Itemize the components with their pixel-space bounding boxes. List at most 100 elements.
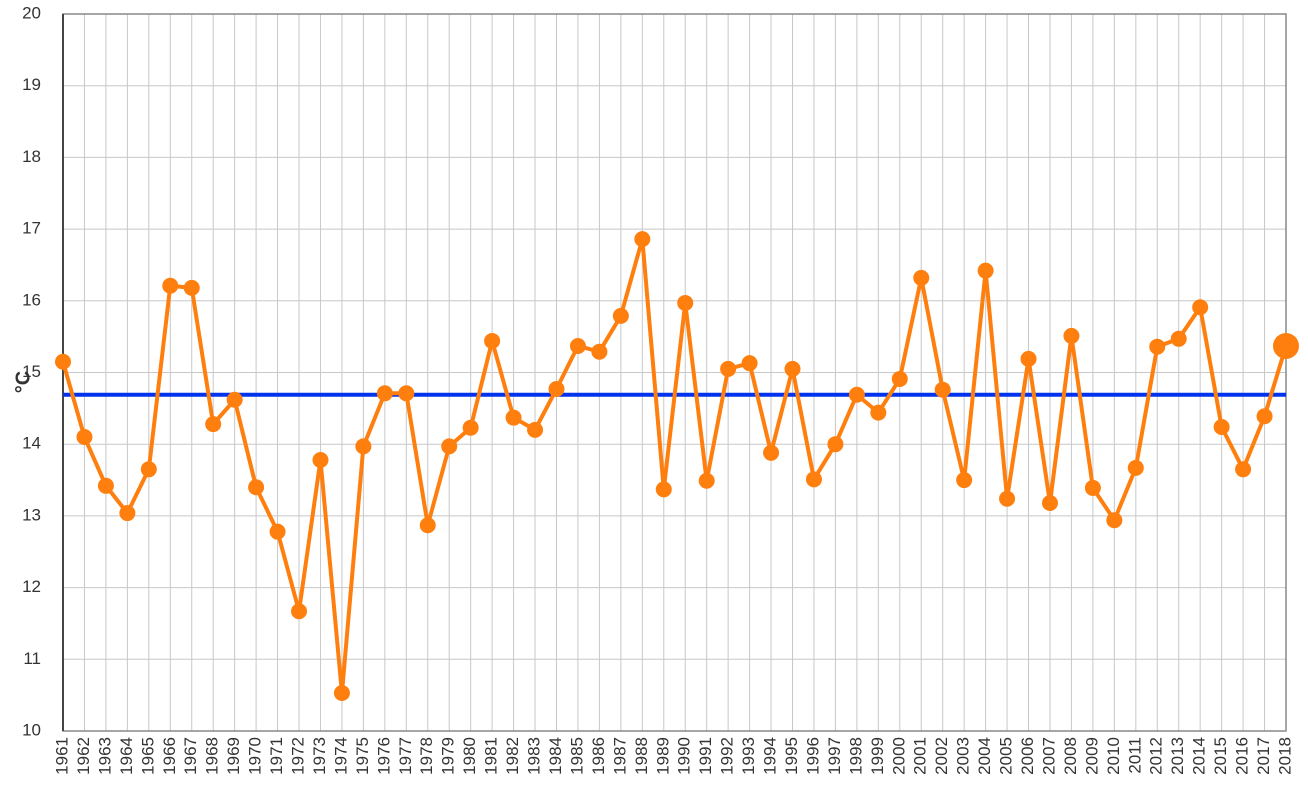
data-point [569, 337, 586, 354]
series-line [61, 237, 1288, 695]
data-point [1213, 418, 1230, 435]
x-tick-label: 2008 [1061, 737, 1080, 775]
data-point [634, 231, 651, 248]
x-tick-label: 1981 [482, 737, 501, 775]
data-point [419, 517, 436, 534]
data-point [827, 436, 844, 453]
x-tick-label: 2004 [975, 737, 994, 775]
x-tick-label: 2013 [1168, 737, 1187, 775]
x-tick-label: 2009 [1082, 737, 1101, 775]
x-tick-label: 2011 [1125, 737, 1144, 774]
x-tick-label: 1968 [203, 737, 222, 775]
x-tick-label: 1977 [396, 737, 415, 775]
x-tick-label: 1996 [803, 737, 822, 775]
x-tick-label: 2002 [932, 737, 951, 775]
data-point [527, 421, 544, 438]
y-tick-label: 16 [22, 290, 41, 309]
data-point [1235, 461, 1252, 478]
data-point [1273, 332, 1299, 359]
x-tick-label: 1999 [868, 737, 887, 775]
data-point [763, 444, 780, 461]
x-tick-label: 1991 [696, 737, 715, 775]
data-point [1149, 338, 1166, 355]
data-point [1084, 479, 1101, 496]
data-point [441, 438, 458, 455]
x-tick-label: 1972 [289, 737, 308, 775]
x-tick-label: 1963 [95, 737, 114, 775]
x-tick-label: 2010 [1104, 737, 1123, 775]
data-point [248, 479, 265, 496]
data-point [76, 429, 93, 446]
x-tick-label: 1974 [331, 737, 350, 775]
y-tick-label: 13 [22, 505, 41, 524]
data-point [505, 409, 522, 426]
x-tick-label: 2018 [1275, 737, 1294, 775]
x-tick-label: 1985 [567, 737, 586, 775]
x-tick-label: 1984 [546, 737, 565, 775]
x-tick-label: 2005 [997, 737, 1016, 775]
data-point [355, 438, 372, 455]
x-tick-label: 2015 [1211, 737, 1230, 775]
data-point [870, 404, 887, 421]
data-point [698, 472, 715, 489]
data-point [226, 391, 243, 408]
x-tick-label: 1980 [460, 737, 479, 775]
data-point [784, 360, 801, 377]
x-tick-label: 1983 [525, 737, 544, 775]
data-point [848, 386, 865, 403]
data-point [312, 451, 329, 468]
data-point [999, 490, 1016, 507]
x-tick-label: 1986 [589, 737, 608, 775]
data-point [677, 294, 694, 311]
data-point [1020, 350, 1037, 367]
x-tick-label: 1969 [224, 737, 243, 775]
x-tick-label: 2014 [1190, 737, 1209, 775]
data-point [269, 523, 286, 540]
x-tick-label: 1975 [353, 737, 372, 775]
data-point [548, 380, 565, 397]
x-tick-label: 1982 [503, 737, 522, 775]
data-point [655, 481, 672, 498]
x-tick-label: 2003 [954, 737, 973, 775]
y-tick-label: 17 [22, 219, 41, 238]
x-tick-label: 1971 [267, 737, 286, 775]
data-point [1041, 494, 1058, 511]
x-tick-label: 1973 [310, 737, 329, 775]
x-tick-label: 1970 [246, 737, 265, 775]
x-tick-label: 1966 [160, 737, 179, 775]
x-tick-label: 1976 [374, 737, 393, 775]
x-tick-label: 1990 [675, 737, 694, 775]
data-point [1170, 330, 1187, 347]
data-point [205, 416, 222, 433]
data-point [934, 381, 951, 398]
data-point [333, 684, 350, 701]
x-tick-label: 1993 [739, 737, 758, 775]
y-axis-label: °C [12, 371, 34, 393]
data-point [484, 332, 501, 349]
data-point [891, 370, 908, 387]
x-tick-label: 2017 [1254, 737, 1273, 775]
y-tick-label: 10 [22, 720, 41, 739]
data-point [1063, 327, 1080, 344]
data-point [97, 477, 114, 494]
y-tick-label: 11 [23, 649, 41, 668]
x-tick-label: 1964 [117, 737, 136, 775]
data-point [291, 603, 308, 620]
x-tick-label: 2012 [1147, 737, 1166, 775]
x-tick-label: 2001 [911, 737, 930, 775]
x-tick-label: 2007 [1039, 737, 1058, 775]
x-tick-label: 1965 [138, 737, 157, 775]
data-point [398, 385, 415, 402]
x-tick-label: 1992 [718, 737, 737, 775]
x-tick-label: 1995 [782, 737, 801, 775]
x-tick-label: 1998 [846, 737, 865, 775]
x-tick-label: 1994 [761, 737, 780, 775]
y-tick-label: 15 [22, 362, 41, 381]
data-point [720, 360, 737, 377]
x-tick-label: 1961 [52, 737, 71, 775]
y-tick-label: 14 [22, 434, 41, 453]
data-point [612, 307, 629, 324]
x-tick-label: 1962 [74, 737, 93, 775]
x-tick-label: 1987 [610, 737, 629, 775]
